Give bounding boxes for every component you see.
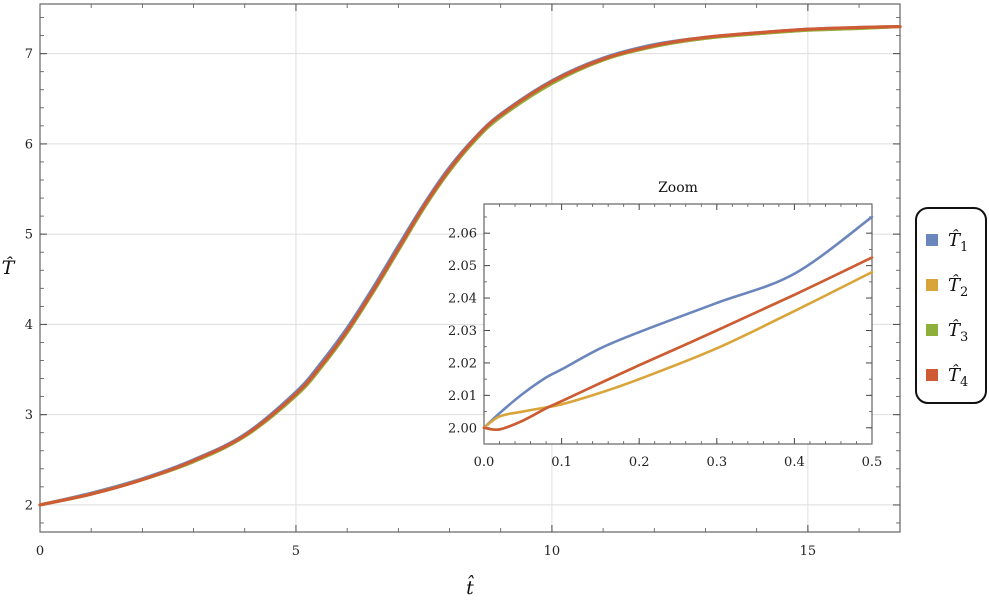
legend-label-3: T̂3 (948, 319, 968, 345)
legend-label-2: T̂2 (948, 274, 968, 300)
main-y-tick-label: 5 (25, 228, 33, 243)
zoom-x-tick-label: 0.4 (784, 455, 805, 470)
zoom-y-tick-label: 2.06 (448, 227, 477, 242)
zoom-y-tick-label: 2.03 (448, 324, 477, 339)
legend-box (915, 207, 987, 404)
main-x-tick-label: 15 (800, 544, 817, 559)
main-y-tick-label: 7 (25, 47, 33, 62)
zoom-x-tick-label: 0.1 (551, 455, 572, 470)
zoom-series-line-4 (482, 256, 874, 431)
legend-label-subscript: 1 (960, 240, 968, 255)
zoom-x-tick-label: 0.2 (629, 455, 650, 470)
legend: T̂1T̂2T̂3T̂4 (915, 207, 987, 404)
legend-label-subscript: 4 (960, 375, 968, 390)
main-y-tick-label: 2 (25, 498, 33, 513)
legend-swatch-2 (926, 279, 938, 291)
main-y-tick-label: 3 (25, 408, 33, 423)
zoom-plot-frame (483, 203, 873, 445)
legend-label-base: T̂ (948, 319, 962, 341)
legend-label-base: T̂ (948, 274, 962, 296)
legend-label-subscript: 2 (960, 285, 968, 300)
legend-label-base: T̂ (948, 229, 962, 251)
zoom-y-tick-label: 2.04 (448, 292, 477, 307)
zoom-y-tick-label: 2.01 (448, 389, 477, 404)
main-x-tick-label: 10 (544, 544, 561, 559)
main-x-tick-label: 0 (36, 544, 44, 559)
zoom-series-line-1 (482, 215, 874, 430)
zoom-y-tick-label: 2.02 (448, 356, 477, 371)
legend-swatch-1 (926, 234, 938, 246)
main-plot-frame (39, 3, 901, 533)
main-y-tick-label: 4 (25, 318, 33, 333)
zoom-y-tick-label: 2.00 (448, 421, 477, 436)
main-series-line-4 (38, 24, 902, 507)
zoom-plot-area (484, 204, 872, 444)
zoom-x-tick-label: 0.5 (862, 455, 883, 470)
legend-swatch-3 (926, 324, 938, 336)
zoom-y-tick-label: 2.05 (448, 259, 477, 274)
zoom-series-line-2 (482, 270, 874, 430)
zoom-title: Zoom (658, 180, 698, 196)
main-x-tick-label: 5 (292, 544, 300, 559)
legend-label-4: T̂4 (948, 364, 968, 390)
main-x-axis-title: t̂ (466, 574, 474, 599)
zoom-x-tick-label: 0.0 (474, 455, 495, 470)
legend-label-subscript: 3 (960, 330, 968, 345)
zoom-x-tick-label: 0.3 (706, 455, 727, 470)
legend-swatch-4 (926, 369, 938, 381)
main-y-tick-label: 6 (25, 137, 33, 152)
legend-label-1: T̂1 (948, 229, 968, 255)
zoom-inset: 0.0 0.1 0.2 0.3 0.4 0.5 2.00 2.01 2.02 2.03 2.04 2.… (448, 180, 882, 470)
main-y-axis-title: T̂ (2, 257, 16, 279)
legend-label-base: T̂ (948, 364, 962, 386)
